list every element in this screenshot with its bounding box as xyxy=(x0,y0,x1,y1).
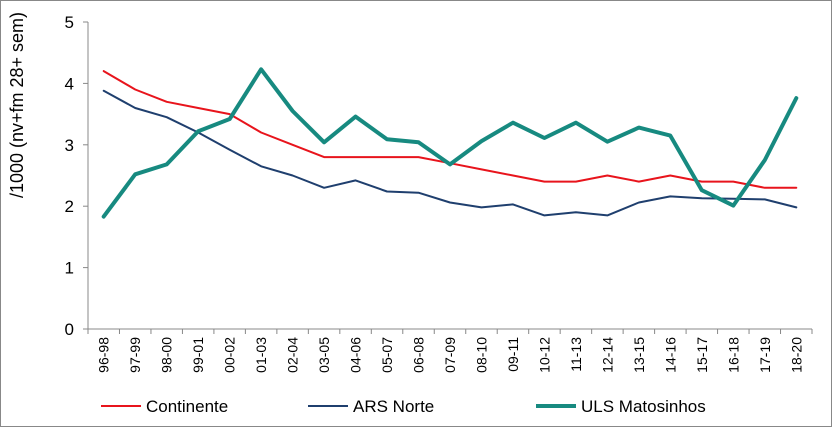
legend-label-uls-matosinhos: ULS Matosinhos xyxy=(581,397,706,416)
y-tick-label: 1 xyxy=(65,259,74,278)
x-tick-label: 13-15 xyxy=(631,337,647,373)
y-tick-label: 2 xyxy=(65,197,74,216)
x-tick-label: 15-17 xyxy=(694,337,710,373)
x-tick-label: 08-10 xyxy=(473,337,489,373)
y-tick-label: 0 xyxy=(65,320,74,339)
x-tick-label: 04-06 xyxy=(348,337,364,373)
series-line-ars-norte xyxy=(102,89,798,217)
x-tick-label: 18-20 xyxy=(788,337,804,373)
x-tick-label: 02-04 xyxy=(285,337,301,373)
x-tick-label: 06-08 xyxy=(411,337,427,373)
legend-label-ars-norte: ARS Norte xyxy=(353,397,434,416)
x-tick-label: 09-11 xyxy=(505,337,521,372)
axes: 0 1 2 3 4 5 96-98 97-99 98-00 99-01 00-02 01-03 02-0… xyxy=(65,13,813,373)
x-tick-label: 03-05 xyxy=(316,337,332,373)
legend: Continente ARS Norte ULS Matosinhos xyxy=(101,397,706,416)
x-tick-label: 05-07 xyxy=(379,337,395,373)
x-tick-label: 10-12 xyxy=(536,337,552,373)
x-tick-label: 12-14 xyxy=(599,337,615,373)
x-tick-label: 01-03 xyxy=(253,337,269,373)
x-tick-label: 98-00 xyxy=(159,337,175,373)
y-axis-label: /1000 (nv+fm 28+ sem) xyxy=(7,12,27,198)
y-tick-label: 4 xyxy=(65,74,74,93)
y-tick-label: 3 xyxy=(65,136,74,155)
x-tick-label: 99-01 xyxy=(190,337,206,373)
x-tick-label: 97-99 xyxy=(127,337,143,373)
x-tick-label: 00-02 xyxy=(222,337,238,373)
x-tick-label: 14-16 xyxy=(662,337,678,373)
y-tick-label: 5 xyxy=(65,13,74,32)
x-tick-label: 07-09 xyxy=(442,337,458,373)
series-line-uls-matosinhos xyxy=(101,67,799,219)
x-tick-label: 11-13 xyxy=(568,337,584,372)
x-tick-label: 16-18 xyxy=(725,337,741,373)
x-tick-label: 96-98 xyxy=(96,337,112,373)
legend-label-continente: Continente xyxy=(146,397,228,416)
series-layer xyxy=(101,67,799,219)
x-tick-label: 17-19 xyxy=(757,337,773,373)
